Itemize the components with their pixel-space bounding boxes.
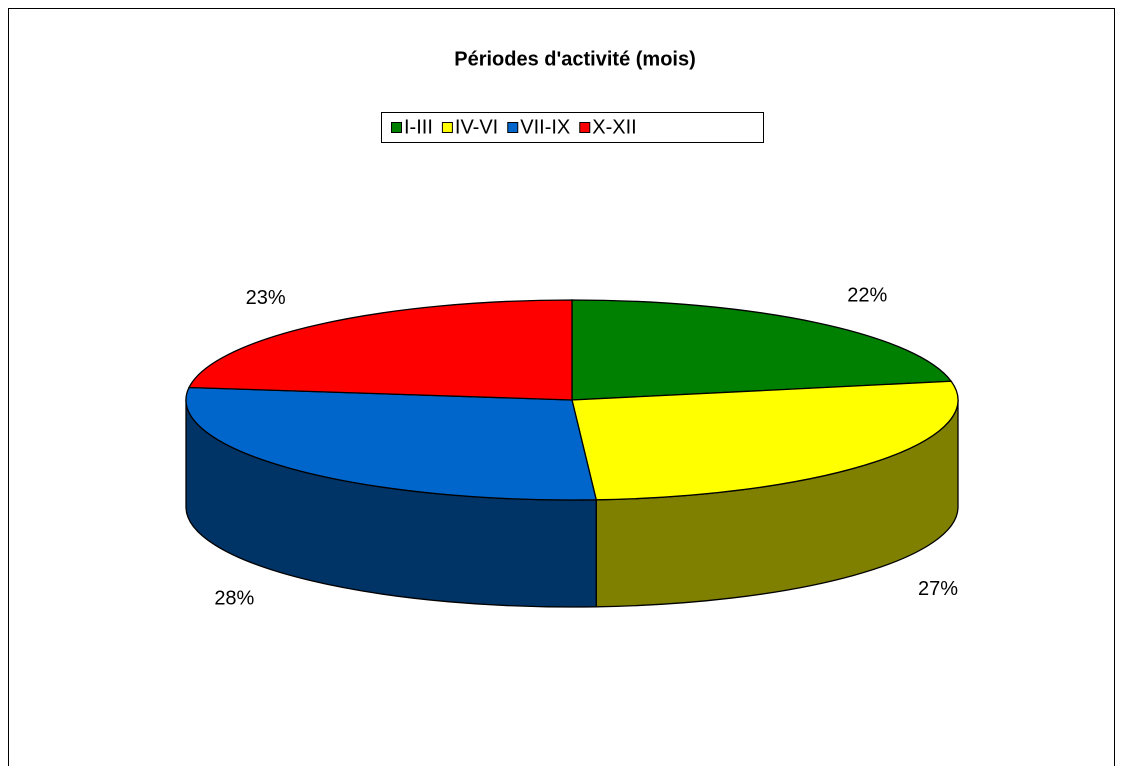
legend-box	[381, 112, 764, 143]
data-label: 23%	[246, 287, 286, 309]
pie-slice	[571, 299, 953, 401]
pie-slice	[571, 380, 959, 501]
legend-label: X-XII	[592, 116, 636, 138]
legend-swatch	[579, 122, 591, 133]
chart-title: Périodes d'activité (mois)	[454, 48, 696, 70]
legend-swatch	[391, 122, 402, 133]
legend-label: VII-IX	[520, 116, 570, 138]
legend-label: IV-VI	[455, 116, 498, 138]
legend-swatch	[507, 122, 519, 133]
pie-slice	[185, 386, 598, 501]
data-label: 27%	[918, 578, 958, 600]
legend-swatch	[441, 122, 453, 133]
pie-slice	[188, 299, 573, 401]
data-label: 22%	[847, 284, 887, 306]
data-label: 28%	[214, 588, 254, 610]
legend-label: I-III	[404, 116, 433, 138]
